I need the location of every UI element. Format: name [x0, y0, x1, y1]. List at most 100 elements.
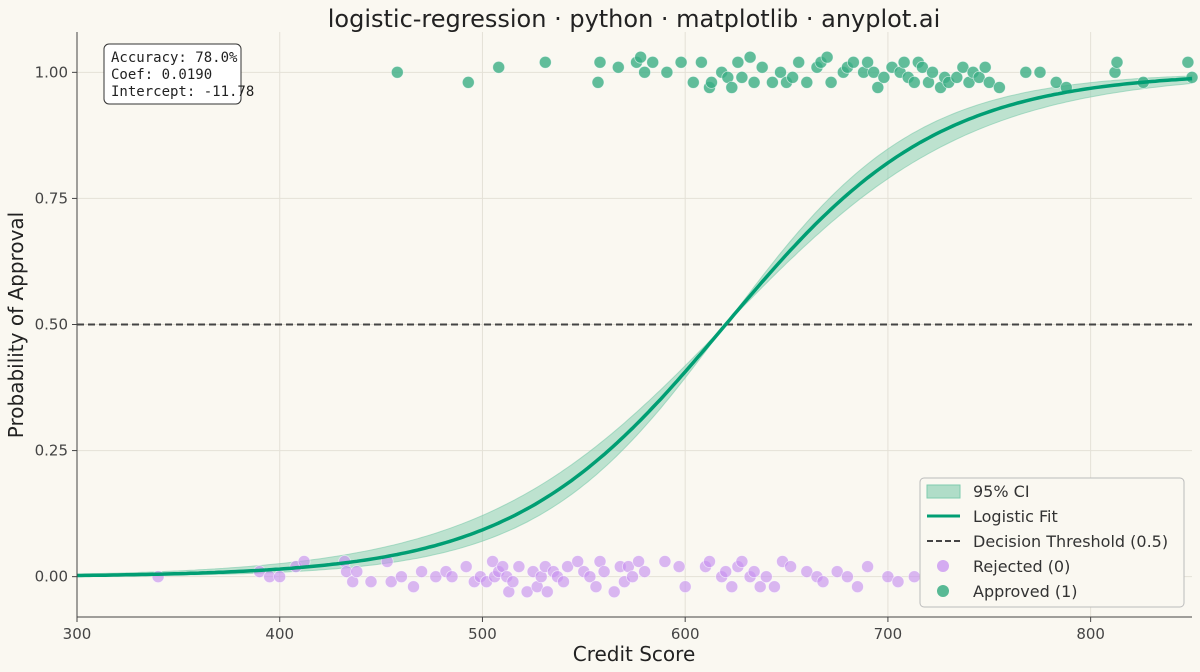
rejected-point — [597, 565, 611, 578]
rejected-point — [719, 565, 733, 578]
rejected-point — [512, 560, 526, 573]
rejected-point — [830, 565, 844, 578]
scatter-points-layer — [151, 50, 1199, 599]
rejected-point — [851, 580, 864, 594]
x-tick-label: 700 — [874, 625, 903, 643]
stat-intercept: Intercept: -11.78 — [111, 84, 254, 100]
rejected-point — [784, 560, 797, 573]
rejected-point — [394, 570, 408, 584]
approved-point — [907, 76, 921, 89]
rejected-point — [678, 580, 692, 594]
rejected-point — [384, 575, 398, 589]
rejected-point — [816, 575, 830, 589]
approved-point — [593, 55, 607, 69]
stat-accuracy: Accuracy: 78.0% — [111, 50, 238, 66]
rejected-point — [350, 565, 364, 578]
approved-point — [1049, 76, 1063, 89]
approved-point — [982, 76, 996, 89]
approved-point — [461, 76, 475, 89]
rejected-point — [583, 570, 597, 584]
rejected-point — [753, 580, 767, 594]
approved-point — [705, 76, 718, 89]
approved-point — [993, 81, 1006, 94]
approved-point — [877, 71, 891, 84]
rejected-point — [415, 565, 429, 578]
rejected-point — [632, 555, 645, 568]
approved-point — [972, 71, 986, 84]
approved-point — [800, 76, 814, 89]
rejected-point — [841, 570, 854, 584]
approved-point — [786, 71, 799, 84]
approved-point — [725, 81, 739, 94]
approved-point — [695, 55, 708, 69]
rejected-point — [561, 560, 574, 573]
rejected-point — [540, 585, 554, 599]
approved-point — [747, 76, 761, 89]
rejected-point — [607, 585, 621, 599]
rejected-point — [638, 565, 651, 578]
legend-label-rejected: Rejected (0) — [973, 557, 1070, 576]
approved-point — [950, 71, 964, 84]
approved-point — [731, 55, 745, 69]
y-tick-label: 0.25 — [35, 442, 68, 460]
approved-point — [867, 65, 881, 79]
approved-point — [820, 50, 834, 64]
x-axis-ticks: 300 400 500 600 700 800 — [63, 617, 1105, 643]
approved-point — [871, 81, 885, 94]
y-axis-label: Probability of Approval — [4, 212, 28, 438]
y-tick-label: 1.00 — [35, 63, 68, 81]
rejected-point — [725, 580, 739, 594]
x-tick-label: 600 — [671, 625, 700, 643]
approved-point — [916, 60, 929, 74]
stat-coef: Coef: 0.0190 — [111, 67, 212, 83]
approved-point — [824, 76, 838, 89]
rejected-point — [747, 565, 761, 578]
rejected-point — [759, 570, 773, 584]
approved-point — [660, 65, 674, 79]
approved-point — [926, 65, 939, 79]
approved-point — [1181, 55, 1195, 69]
rejected-point — [768, 580, 781, 594]
approved-point — [847, 55, 860, 69]
legend-frame — [919, 477, 1185, 608]
rejected-point — [445, 570, 459, 584]
x-axis-label: Credit Score — [573, 642, 696, 666]
legend-approved-marker — [937, 585, 949, 597]
approved-point — [591, 76, 605, 89]
x-tick-label: 500 — [468, 625, 497, 643]
approved-point — [634, 50, 647, 64]
rejected-point — [407, 580, 420, 594]
approved-point — [638, 65, 651, 79]
approved-point — [766, 76, 779, 89]
y-tick-label: 0.75 — [35, 189, 68, 207]
stats-box: Accuracy: 78.0% Coef: 0.0190 Intercept: … — [103, 43, 254, 105]
rejected-point — [364, 575, 378, 589]
stats-box-frame — [103, 43, 242, 105]
chart-title: logistic-regression · python · matplotli… — [328, 5, 941, 33]
approved-point — [861, 55, 874, 69]
approved-point — [956, 60, 970, 74]
approved-point — [492, 60, 506, 74]
legend-label-approved: Approved (1) — [973, 582, 1078, 601]
rejected-point — [891, 575, 905, 589]
approved-point — [792, 55, 806, 69]
rejected-point — [626, 570, 639, 584]
rejected-point — [861, 560, 874, 573]
approved-point — [538, 55, 552, 69]
fit-line-layer — [77, 76, 1193, 578]
legend-label-ci: 95% CI — [973, 482, 1030, 501]
approved-point — [897, 55, 911, 69]
approved-point — [978, 60, 992, 74]
approved-point — [755, 60, 769, 74]
approved-point — [774, 65, 787, 79]
approved-point — [674, 55, 688, 69]
x-tick-label: 300 — [63, 625, 92, 643]
rejected-point — [703, 555, 716, 568]
approved-point — [686, 76, 700, 89]
rejected-point — [589, 580, 603, 594]
rejected-point — [800, 565, 814, 578]
legend-rejected-marker — [937, 560, 949, 572]
approved-point — [1110, 55, 1124, 69]
y-axis-ticks: 0.00 0.25 0.50 0.75 1.00 — [35, 63, 77, 586]
